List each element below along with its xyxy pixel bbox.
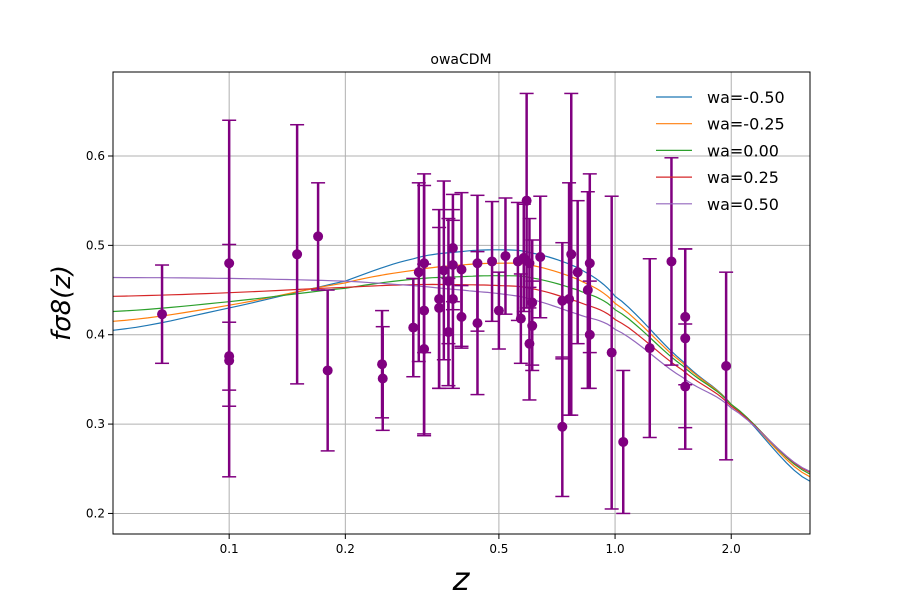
data-point bbox=[527, 320, 538, 331]
legend-label: wa=0.25 bbox=[707, 168, 779, 187]
data-point bbox=[157, 309, 168, 320]
data-point bbox=[224, 355, 235, 366]
data-point bbox=[521, 195, 532, 206]
legend-label: wa=-0.50 bbox=[707, 88, 785, 107]
y-tick-label: 0.3 bbox=[86, 417, 105, 431]
data-point bbox=[487, 256, 498, 267]
x-tick-label: 2.0 bbox=[722, 542, 741, 556]
series-line bbox=[112, 249, 811, 482]
data-point bbox=[572, 267, 583, 278]
y-tick-label: 0.4 bbox=[86, 328, 105, 342]
x-tick-label: 1.0 bbox=[606, 542, 625, 556]
data-point bbox=[582, 285, 593, 296]
series-line bbox=[112, 283, 811, 473]
data-point bbox=[456, 264, 467, 275]
data-point bbox=[292, 249, 303, 260]
x-axis-label: z bbox=[452, 560, 471, 598]
data-point bbox=[666, 256, 677, 267]
data-point bbox=[557, 421, 568, 432]
data-point bbox=[564, 293, 575, 304]
data-point bbox=[447, 293, 458, 304]
y-axis-label: fσ8(z) bbox=[47, 265, 77, 341]
data-point bbox=[438, 265, 449, 276]
data-point bbox=[377, 373, 388, 384]
series-line bbox=[112, 276, 811, 472]
legend-label: wa=0.50 bbox=[707, 195, 779, 214]
data-point bbox=[472, 318, 483, 329]
data-point bbox=[584, 258, 595, 269]
data-point bbox=[515, 313, 526, 324]
x-tick-label: 0.5 bbox=[489, 542, 508, 556]
chart-title: owaCDM bbox=[430, 52, 491, 68]
x-tick-label: 0.1 bbox=[220, 542, 239, 556]
data-point bbox=[500, 251, 511, 262]
data-point bbox=[408, 322, 419, 333]
data-point bbox=[413, 267, 424, 278]
data-point bbox=[606, 347, 617, 358]
y-tick-label: 0.6 bbox=[86, 149, 105, 163]
x-tick-label: 0.2 bbox=[336, 542, 355, 556]
data-point bbox=[443, 276, 454, 287]
legend-label: wa=-0.25 bbox=[707, 115, 785, 134]
data-point bbox=[456, 311, 467, 322]
data-point bbox=[419, 344, 430, 355]
data-point bbox=[584, 329, 595, 340]
data-point bbox=[566, 249, 577, 260]
data-point bbox=[618, 436, 629, 447]
data-point bbox=[644, 343, 655, 354]
data-point bbox=[493, 305, 504, 316]
data-point bbox=[313, 231, 324, 242]
legend-label: wa=0.00 bbox=[707, 141, 779, 160]
plot-frame bbox=[112, 71, 811, 535]
data-point bbox=[322, 365, 333, 376]
data-point bbox=[535, 251, 546, 262]
y-tick-label: 0.5 bbox=[86, 238, 105, 252]
data-point bbox=[434, 302, 445, 313]
data-point bbox=[721, 361, 732, 371]
data-point bbox=[680, 381, 691, 392]
y-tick-label: 0.2 bbox=[86, 506, 105, 520]
